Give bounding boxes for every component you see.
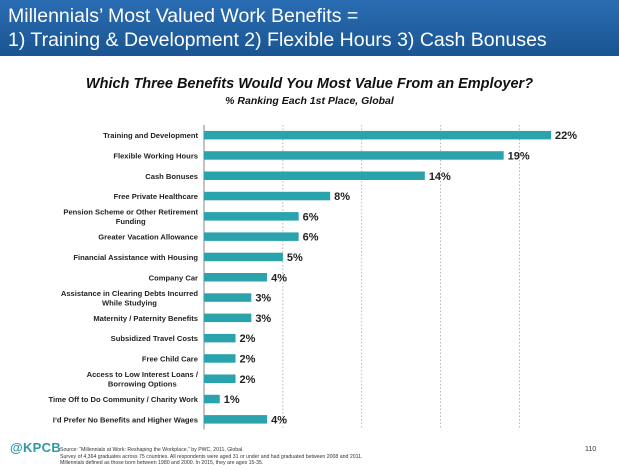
bar — [204, 171, 425, 180]
value-label: 22% — [555, 130, 577, 142]
category-label: Financial Assistance with Housing — [73, 253, 198, 262]
chart-title: Which Three Benefits Would You Most Valu… — [85, 76, 534, 92]
bar-chart: 22% Training and Development 19% Flexible W… — [49, 125, 577, 430]
bar — [204, 232, 299, 241]
category-label: Flexible Working Hours — [113, 151, 198, 160]
value-label: 19% — [508, 150, 530, 162]
value-label: 14% — [429, 171, 451, 183]
category-label: Borrowing Options — [108, 380, 177, 389]
value-label: 2% — [240, 374, 256, 386]
value-label: 1% — [224, 394, 240, 406]
source-line: Millennials defined as those born betwee… — [60, 460, 264, 467]
category-label: Free Private Healthcare — [114, 192, 198, 201]
value-label: 2% — [240, 353, 256, 365]
category-label: Subsidized Travel Costs — [111, 334, 198, 343]
category-label: Free Child Care — [142, 354, 198, 363]
source-line: Source: “Millennials at Work: Reshaping … — [60, 447, 244, 453]
value-label: 4% — [271, 272, 287, 284]
bar — [204, 191, 331, 201]
category-label: Cash Bonuses — [145, 172, 198, 181]
category-label: Greater Vacation Allowance — [98, 233, 198, 242]
bar — [204, 293, 252, 302]
header-banner: Millennials’ Most Valued Work Benefits =… — [0, 0, 619, 56]
category-label: Time Off to Do Community / Charity Work — [49, 395, 199, 404]
kpcb-logo: @KPCB — [10, 440, 62, 455]
value-label: 8% — [334, 191, 350, 203]
category-label: Training and Development — [103, 131, 198, 140]
value-label: 3% — [255, 293, 271, 305]
bar — [204, 415, 268, 424]
value-label: 6% — [303, 232, 319, 244]
value-label: 3% — [255, 313, 271, 325]
value-label: 4% — [271, 414, 287, 426]
value-label: 5% — [287, 252, 303, 264]
source-note: Source: “Millennials at Work: Reshaping … — [60, 447, 530, 467]
bar — [204, 394, 220, 404]
bar — [204, 273, 268, 282]
source-line: Survey of 4,364 graduates across 75 coun… — [60, 453, 363, 460]
bar — [204, 333, 236, 343]
category-label: Funding — [116, 217, 146, 226]
header-title-line-2: 1) Training & Development 2) Flexible Ho… — [8, 29, 547, 51]
category-label: Pension Scheme or Other Retirement — [63, 208, 198, 217]
bar — [204, 374, 236, 383]
bar — [204, 151, 504, 160]
value-label: 6% — [303, 211, 319, 223]
bar — [204, 130, 551, 140]
bar — [204, 212, 299, 221]
bar — [204, 252, 283, 262]
page-number: 110 — [585, 446, 597, 453]
category-label: Company Car — [149, 273, 198, 282]
header-title-line-1: Millennials’ Most Valued Work Benefits = — [8, 5, 359, 27]
category-label: Access to Low Interest Loans / — [87, 370, 199, 379]
bar — [204, 313, 252, 323]
category-label: Maternity / Paternity Benefits — [93, 314, 198, 323]
value-label: 2% — [240, 333, 256, 345]
bar — [204, 354, 236, 363]
category-label: While Studying — [102, 298, 157, 307]
category-label: I’d Prefer No Benefits and Higher Wages — [53, 415, 198, 424]
category-label: Assistance in Clearing Debts Incurred — [61, 289, 199, 298]
chart-subtitle: % Ranking Each 1st Place, Global — [225, 95, 394, 107]
